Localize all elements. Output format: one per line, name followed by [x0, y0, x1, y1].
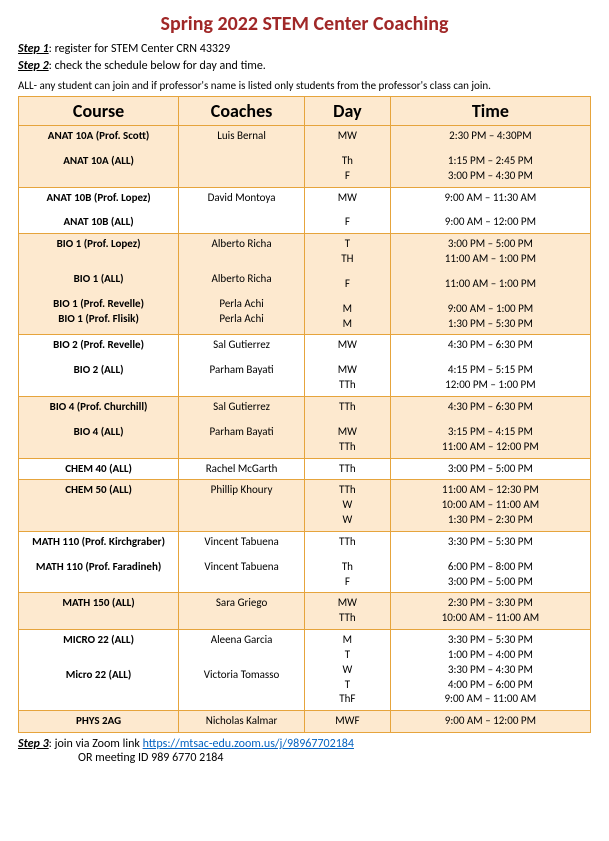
table-row: BIO 4 (Prof. Churchill)BIO 4 (ALL)Sal Gu… — [19, 396, 591, 458]
cell-time: 2:30 PM – 3:30 PM10:00 AM – 11:00 AM — [390, 593, 590, 630]
step-3-text: : join via Zoom link — [49, 737, 143, 751]
cell-day: MTWTThF — [304, 630, 390, 711]
cell-coach: Vincent TabuenaVincent Tabuena — [179, 531, 305, 593]
table-row: BIO 2 (Prof. Revelle)BIO 2 (ALL)Sal Guti… — [19, 335, 591, 397]
col-time: Time — [390, 97, 590, 126]
cell-time: 3:30 PM – 5:30 PM6:00 PM – 8:00 PM3:00 P… — [390, 531, 590, 593]
step-2-text: : check the schedule below for day and t… — [49, 59, 266, 73]
step-1-label: Step 1 — [18, 42, 49, 56]
cell-course: MATH 150 (ALL) — [19, 593, 179, 630]
cell-time: 4:30 PM – 6:30 PM4:15 PM – 5:15 PM12:00 … — [390, 335, 590, 397]
cell-time: 2:30 PM – 4:30PM1:15 PM – 2:45 PM3:00 PM… — [390, 126, 590, 188]
cell-day: MWF — [304, 187, 390, 234]
cell-course: MATH 110 (Prof. Kirchgraber)MATH 110 (Pr… — [19, 531, 179, 593]
cell-course: CHEM 40 (ALL) — [19, 458, 179, 480]
cell-time: 3:00 PM – 5:00 PM11:00 AM – 1:00 PM11:00… — [390, 234, 590, 335]
table-row: CHEM 40 (ALL)Rachel McGarthTTh3:00 PM – … — [19, 458, 591, 480]
table-row: BIO 1 (Prof. Lopez)BIO 1 (ALL)BIO 1 (Pro… — [19, 234, 591, 335]
cell-coach: Luis Bernal — [179, 126, 305, 188]
cell-time: 3:30 PM – 5:30 PM1:00 PM – 4:00 PM3:30 P… — [390, 630, 590, 711]
schedule-table: Course Coaches Day Time ANAT 10A (Prof. … — [18, 96, 591, 733]
page-title: Spring 2022 STEM Center Coaching — [18, 12, 591, 36]
table-row: MICRO 22 (ALL)Micro 22 (ALL)Aleena Garci… — [19, 630, 591, 711]
cell-coach: David Montoya — [179, 187, 305, 234]
eligibility-note: ALL- any student can join and if profess… — [18, 79, 591, 92]
cell-day: TTh — [304, 458, 390, 480]
cell-day: MWThF — [304, 126, 390, 188]
step-2: Step 2: check the schedule below for day… — [18, 59, 591, 73]
step-2-label: Step 2 — [18, 59, 49, 73]
step-3-label: Step 3 — [18, 737, 49, 751]
cell-course: MICRO 22 (ALL)Micro 22 (ALL) — [19, 630, 179, 711]
cell-coach: Sara Griego — [179, 593, 305, 630]
step-3-meeting-id: OR meeting ID 989 6770 2184 — [78, 751, 591, 765]
cell-course: PHYS 2AG — [19, 711, 179, 733]
cell-time: 11:00 AM – 12:30 PM10:00 AM – 11:00 AM1:… — [390, 480, 590, 532]
table-row: MATH 110 (Prof. Kirchgraber)MATH 110 (Pr… — [19, 531, 591, 593]
cell-course: ANAT 10B (Prof. Lopez)ANAT 10B (ALL) — [19, 187, 179, 234]
cell-course: BIO 1 (Prof. Lopez)BIO 1 (ALL)BIO 1 (Pro… — [19, 234, 179, 335]
cell-coach: Sal GutierrezParham Bayati — [179, 396, 305, 458]
cell-coach: Nicholas Kalmar — [179, 711, 305, 733]
cell-day: TThThF — [304, 531, 390, 593]
table-row: ANAT 10B (Prof. Lopez)ANAT 10B (ALL)Davi… — [19, 187, 591, 234]
step-3: Step 3: join via Zoom link https://mtsac… — [18, 737, 591, 751]
step-1: Step 1: register for STEM Center CRN 433… — [18, 42, 591, 56]
cell-day: MWTTh — [304, 593, 390, 630]
cell-course: CHEM 50 (ALL) — [19, 480, 179, 532]
cell-course: BIO 4 (Prof. Churchill)BIO 4 (ALL) — [19, 396, 179, 458]
cell-coach: Phillip Khoury — [179, 480, 305, 532]
table-header-row: Course Coaches Day Time — [19, 97, 591, 126]
col-course: Course — [19, 97, 179, 126]
cell-coach: Rachel McGarth — [179, 458, 305, 480]
cell-coach: Sal GutierrezParham Bayati — [179, 335, 305, 397]
col-coaches: Coaches — [179, 97, 305, 126]
cell-day: MWMWTTh — [304, 335, 390, 397]
cell-time: 3:00 PM – 5:00 PM — [390, 458, 590, 480]
cell-day: TTHFMM — [304, 234, 390, 335]
cell-course: BIO 2 (Prof. Revelle)BIO 2 (ALL) — [19, 335, 179, 397]
cell-course: ANAT 10A (Prof. Scott)ANAT 10A (ALL) — [19, 126, 179, 188]
step-1-text: : register for STEM Center CRN 43329 — [49, 42, 231, 56]
cell-day: TThMWTTh — [304, 396, 390, 458]
cell-time: 4:30 PM – 6:30 PM3:15 PM – 4:15 PM11:00 … — [390, 396, 590, 458]
table-row: PHYS 2AGNicholas KalmarMWF9:00 AM – 12:0… — [19, 711, 591, 733]
col-day: Day — [304, 97, 390, 126]
cell-time: 9:00 AM – 11:30 AM9:00 AM – 12:00 PM — [390, 187, 590, 234]
cell-coach: Aleena GarciaVictoria Tomasso — [179, 630, 305, 711]
zoom-link[interactable]: https://mtsac-edu.zoom.us/j/98967702184 — [143, 737, 354, 751]
cell-day: TThWW — [304, 480, 390, 532]
table-row: ANAT 10A (Prof. Scott)ANAT 10A (ALL)Luis… — [19, 126, 591, 188]
cell-coach: Alberto RichaAlberto RichaPerla AchiPerl… — [179, 234, 305, 335]
table-row: CHEM 50 (ALL)Phillip KhouryTThWW11:00 AM… — [19, 480, 591, 532]
cell-time: 9:00 AM – 12:00 PM — [390, 711, 590, 733]
table-row: MATH 150 (ALL)Sara GriegoMWTTh2:30 PM – … — [19, 593, 591, 630]
cell-day: MWF — [304, 711, 390, 733]
